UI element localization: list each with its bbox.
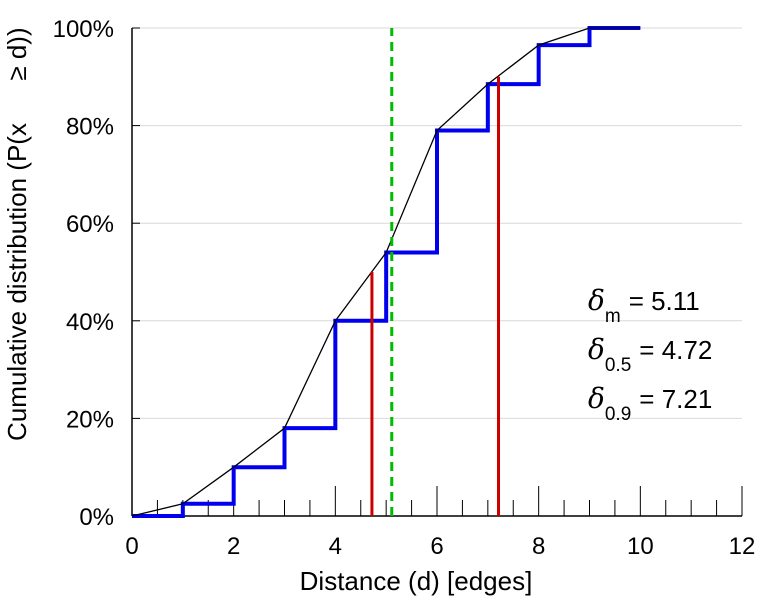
x-tick-label: 2: [227, 533, 240, 560]
series-interpolated-line: [131, 27, 641, 517]
y-axis-title: Cumulative distribution (P(x ≥ d)): [2, 27, 32, 441]
y-tick-label: 40%: [66, 309, 114, 336]
annotation-1: δ0.5= 4.72: [588, 333, 712, 376]
y-tick-label: 60%: [66, 211, 114, 238]
y-tick-label: 0%: [79, 504, 114, 531]
x-tick-label: 6: [430, 533, 443, 560]
annotation-0: δm= 5.11: [588, 284, 700, 327]
x-tick-label: 12: [729, 533, 756, 560]
series-step-line: [132, 26, 641, 518]
axes-frame: [131, 28, 742, 517]
series-layer: [131, 26, 641, 518]
x-axis-title: Distance (d) [edges]: [300, 566, 533, 596]
delta-annotations: δm= 5.11 δ0.5= 4.72 δ0.9= 7.21: [588, 284, 712, 425]
x-tick-label: 8: [532, 533, 545, 560]
x-tick-labels: 0 2 4 6 8 10 12: [125, 533, 755, 560]
x-tick-label: 4: [329, 533, 342, 560]
x-tick-label: 0: [125, 533, 138, 560]
y-axis-title-line2: ≥ d)): [2, 27, 32, 80]
annotation-2: δ0.9= 7.21: [588, 382, 712, 425]
y-tick-label: 20%: [66, 406, 114, 433]
marker-layer: [370, 28, 501, 516]
x-tick-label: 10: [627, 533, 654, 560]
y-tick-label: 100%: [53, 16, 114, 43]
y-axis-title-line1: Cumulative distribution (P(x: [2, 123, 32, 441]
y-tick-label: 80%: [66, 114, 114, 141]
tick-marks: [131, 27, 743, 517]
y-tick-labels: 0% 20% 40% 60% 80% 100%: [53, 16, 114, 531]
